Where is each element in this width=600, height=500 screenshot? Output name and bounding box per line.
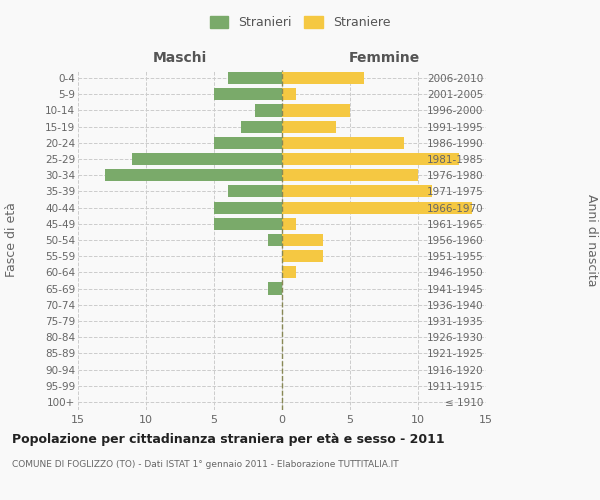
Bar [282, 218, 296, 230]
Text: Popolazione per cittadinanza straniera per età e sesso - 2011: Popolazione per cittadinanza straniera p… [12, 432, 445, 446]
Text: Anni di nascita: Anni di nascita [584, 194, 598, 286]
Bar [133, 153, 282, 165]
Bar [282, 169, 418, 181]
Bar [214, 218, 282, 230]
Bar [282, 186, 431, 198]
Bar [282, 88, 296, 101]
Bar [214, 88, 282, 101]
Legend: Stranieri, Straniere: Stranieri, Straniere [205, 11, 395, 34]
Text: COMUNE DI FOGLIZZO (TO) - Dati ISTAT 1° gennaio 2011 - Elaborazione TUTTITALIA.I: COMUNE DI FOGLIZZO (TO) - Dati ISTAT 1° … [12, 460, 398, 469]
Bar [282, 137, 404, 149]
Bar [241, 120, 282, 132]
Bar [214, 202, 282, 213]
Bar [282, 202, 472, 213]
Bar [282, 72, 364, 84]
Bar [227, 186, 282, 198]
Bar [105, 169, 282, 181]
Bar [255, 104, 282, 117]
Bar [282, 104, 350, 117]
Bar [214, 137, 282, 149]
Bar [282, 120, 337, 132]
Text: Femmine: Femmine [349, 51, 419, 65]
Bar [282, 250, 323, 262]
Text: Fasce di età: Fasce di età [5, 202, 19, 278]
Bar [282, 266, 296, 278]
Bar [227, 72, 282, 84]
Bar [282, 234, 323, 246]
Text: Maschi: Maschi [153, 51, 207, 65]
Bar [268, 234, 282, 246]
Bar [268, 282, 282, 294]
Bar [282, 153, 459, 165]
